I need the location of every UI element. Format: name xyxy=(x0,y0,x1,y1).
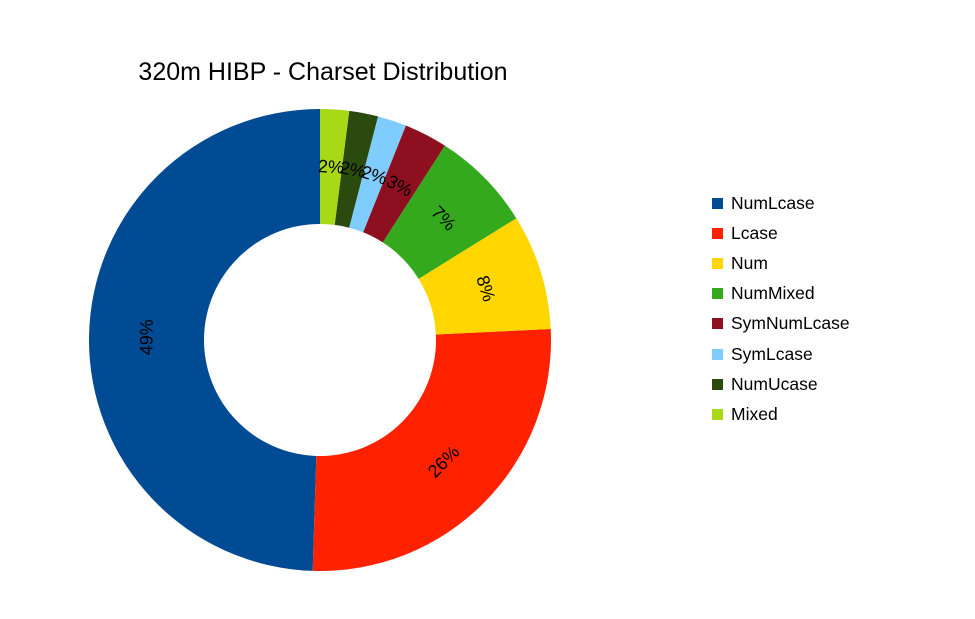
slice-num xyxy=(418,218,551,335)
legend-label: Mixed xyxy=(731,403,778,424)
slice-mixed xyxy=(320,109,350,225)
slice-numucase xyxy=(334,110,379,228)
slice-lcase xyxy=(312,329,551,572)
legend-swatch xyxy=(712,318,723,330)
legend-label: SymLcase xyxy=(731,343,813,364)
slice-label-numlcase: 49% xyxy=(136,319,157,355)
slice-label-numucase: 2% xyxy=(338,157,367,182)
legend-label: Lcase xyxy=(731,222,778,243)
legend-item-lcase: Lcase xyxy=(712,218,850,248)
legend-label: SymNumLcase xyxy=(731,313,850,334)
slice-label-mixed: 2% xyxy=(317,156,344,178)
legend-item-mixed: Mixed xyxy=(712,399,850,429)
legend-label: NumMixed xyxy=(731,283,815,304)
legend: NumLcase Lcase Num NumMixed SymNumLcase SymLc… xyxy=(712,188,850,430)
legend-item-numlcase: NumLcase xyxy=(712,188,850,218)
legend-swatch xyxy=(712,197,723,209)
legend-item-nummixed: NumMixed xyxy=(712,279,850,309)
slice-nummixed xyxy=(382,145,517,279)
legend-swatch xyxy=(712,288,723,300)
chart-title: 320m HIBP - Charset Distribution xyxy=(138,58,508,86)
legend-swatch xyxy=(712,227,723,239)
legend-label: NumLcase xyxy=(731,192,815,213)
slice-symnumlcase xyxy=(363,125,445,243)
legend-swatch xyxy=(712,378,723,390)
legend-swatch xyxy=(712,408,723,420)
legend-item-num: Num xyxy=(712,248,850,278)
legend-item-symlcase: SymLcase xyxy=(712,339,850,369)
donut-slices xyxy=(88,109,551,572)
legend-label: NumUcase xyxy=(731,373,818,394)
slice-symlcase xyxy=(349,116,406,233)
legend-swatch xyxy=(712,257,723,269)
legend-item-symnumlcase: SymNumLcase xyxy=(712,309,850,339)
legend-swatch xyxy=(712,348,723,360)
legend-label: Num xyxy=(731,252,768,273)
legend-item-numucase: NumUcase xyxy=(712,369,850,399)
slice-numlcase xyxy=(88,109,321,571)
